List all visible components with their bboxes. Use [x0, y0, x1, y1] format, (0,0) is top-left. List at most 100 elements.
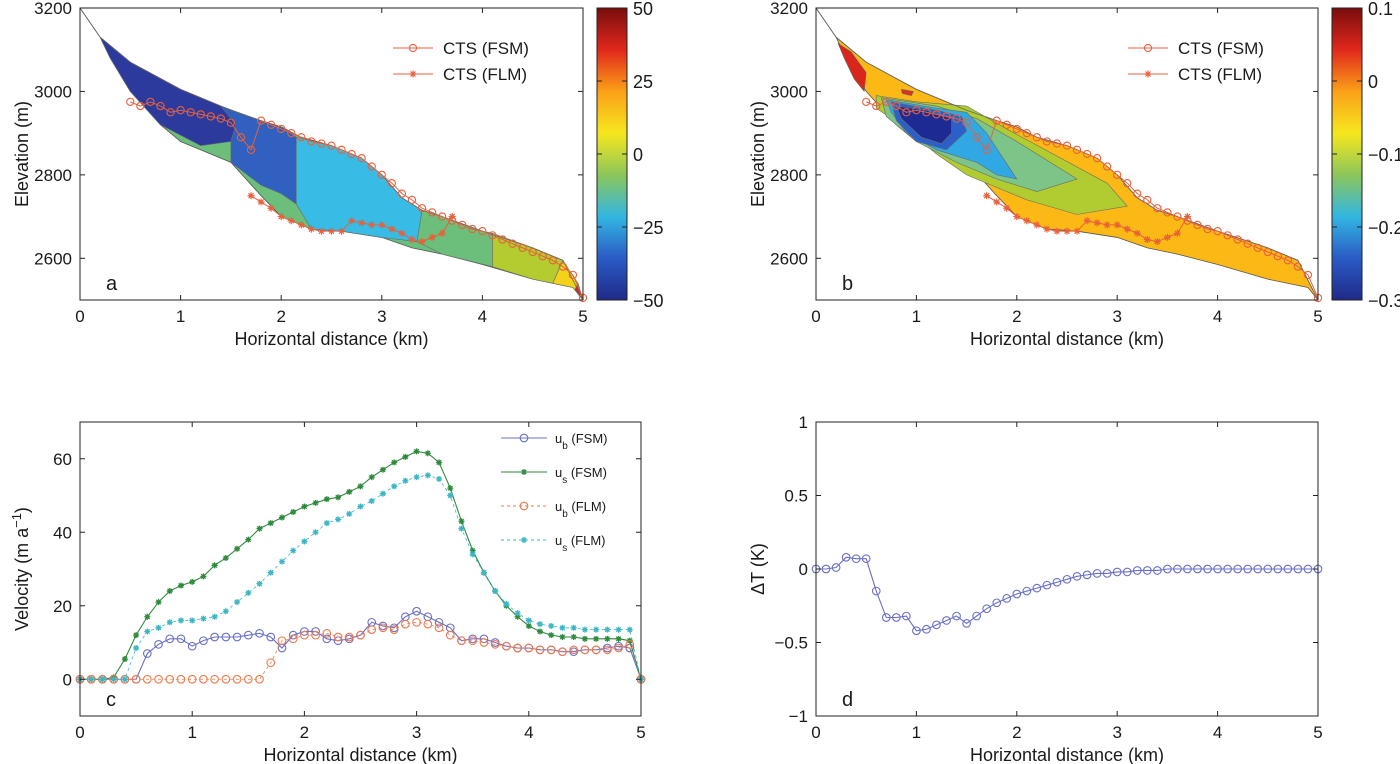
data-point [447, 485, 454, 492]
data-point [245, 536, 252, 543]
legend-label-sub: b [562, 509, 568, 520]
legend-label-main: u [555, 465, 562, 480]
legend-label: CTS (FLM) [1178, 65, 1262, 84]
y-tick-label: 1 [799, 413, 808, 432]
y-axis-label: ΔT (K) [748, 543, 768, 595]
colorbar-tick-label: 0 [633, 145, 643, 165]
contour-region [900, 88, 914, 96]
x-tick-label: 0 [811, 307, 820, 326]
data-point [300, 630, 309, 640]
data-point [1072, 571, 1082, 581]
data-point [408, 236, 416, 244]
legend-marker [1144, 70, 1152, 78]
y-axis-label-text: ΔT (K) [748, 543, 768, 595]
data-point [479, 634, 489, 644]
data-point [615, 635, 622, 642]
data-point [344, 632, 354, 642]
data-point [488, 231, 497, 240]
panel-a: 0 1 2 3 4 5 2600 2800 3000 3200 Horizontal distanc… [12, 0, 664, 349]
data-point [434, 623, 444, 633]
data-point [962, 118, 971, 127]
data-point [1223, 564, 1232, 574]
data-point [861, 554, 871, 564]
data-point [881, 613, 891, 622]
colorbar-tick-label: −0.1 [1368, 145, 1400, 165]
x-tick-label: 4 [478, 307, 487, 326]
data-point [337, 145, 346, 154]
data-point [1083, 217, 1091, 225]
data-point [458, 518, 465, 525]
data-point [120, 674, 130, 684]
data-point [982, 604, 992, 614]
data-point [546, 645, 556, 655]
data-point [146, 97, 155, 107]
panel-label: c [106, 689, 116, 711]
data-point [625, 639, 635, 649]
data-point [972, 133, 981, 142]
data-point [513, 643, 522, 653]
data-point [1012, 124, 1021, 134]
data-point [1042, 580, 1052, 590]
plot-frame [79, 7, 584, 301]
data-point [962, 619, 971, 628]
data-point [328, 227, 335, 235]
data-point [131, 674, 141, 684]
data-point [154, 674, 163, 684]
data-point [266, 658, 276, 668]
legend-label-sub: s [562, 475, 567, 486]
data-point [1082, 570, 1092, 580]
data-point [216, 114, 225, 123]
data-point [626, 626, 633, 633]
data-point [615, 626, 622, 633]
data-point [333, 632, 343, 642]
data-point [1193, 220, 1202, 230]
data-point [559, 633, 566, 640]
data-point [436, 459, 443, 466]
data-point [1233, 564, 1243, 574]
data-point [1123, 179, 1132, 188]
data-point [1223, 231, 1232, 240]
data-point [1003, 204, 1011, 212]
data-point [952, 611, 961, 621]
legend-label-suffix: (FLM) [568, 499, 606, 514]
data-point [448, 213, 456, 221]
data-point [559, 624, 566, 631]
data-point [1113, 221, 1121, 229]
data-point [1183, 564, 1192, 574]
data-point [518, 243, 527, 253]
data-point [367, 625, 377, 634]
panel-label: a [106, 273, 118, 295]
data-point [346, 510, 353, 517]
data-point [1063, 227, 1071, 235]
legend-label: us (FLM) [555, 533, 606, 554]
data-point [378, 221, 386, 229]
data-point [1013, 213, 1021, 221]
y-tick-label: 0 [799, 560, 808, 579]
data-point [1022, 586, 1032, 596]
y-axis-label-text: Elevation (m) [12, 101, 32, 207]
data-point [245, 589, 252, 596]
data-point [568, 270, 578, 280]
data-point [176, 634, 186, 644]
data-point [1213, 564, 1222, 574]
data-point [277, 124, 286, 134]
panel-label: b [842, 273, 853, 295]
data-point [357, 483, 364, 490]
data-point [558, 647, 567, 657]
data-point [983, 192, 991, 200]
data-point [221, 674, 231, 684]
data-point [196, 110, 205, 119]
data-point [882, 97, 891, 107]
data-point [593, 626, 600, 633]
data-point [142, 649, 152, 658]
data-point [1153, 566, 1162, 575]
data-point [155, 624, 162, 631]
data-point [88, 676, 95, 683]
data-point [297, 221, 305, 229]
data-point [222, 554, 229, 561]
data-point [210, 632, 219, 642]
data-point [290, 547, 297, 554]
data-point [436, 475, 443, 482]
data-point [514, 613, 521, 620]
data-point [307, 225, 315, 233]
